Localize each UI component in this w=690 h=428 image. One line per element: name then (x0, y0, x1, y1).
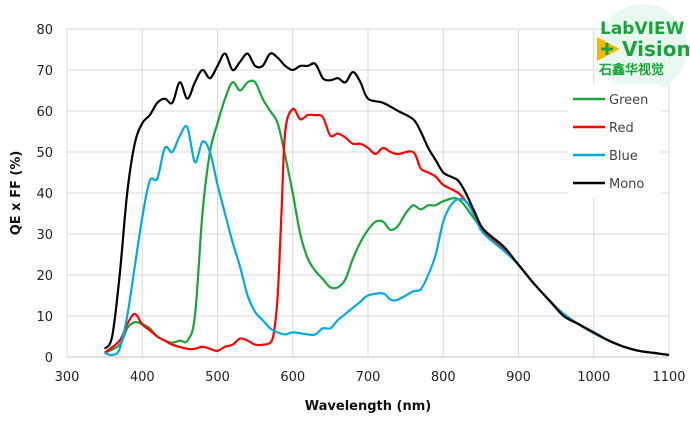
x-tick-labels: 300 400 500 600 700 800 900 1000 1100 (55, 370, 686, 385)
legend-label-green: Green (609, 93, 648, 108)
y-tick-label: 10 (36, 310, 53, 325)
x-tick-label: 500 (205, 370, 230, 385)
legend-label-mono: Mono (609, 177, 644, 192)
y-tick-label: 0 (45, 351, 53, 366)
x-tick-label: 800 (431, 370, 456, 385)
x-tick-label: 900 (506, 370, 531, 385)
y-tick-label: 50 (36, 146, 53, 161)
logo-text-vision: Vision (622, 37, 690, 61)
x-tick-label: 1000 (577, 370, 610, 385)
series-lines (103, 52, 670, 357)
y-tick-label: 30 (36, 228, 53, 243)
legend-label-blue: Blue (609, 149, 638, 164)
x-tick-label: 400 (130, 370, 155, 385)
x-tick-label: 700 (356, 370, 381, 385)
legend: Green Red Blue Mono (568, 84, 661, 198)
plus-icon (601, 43, 613, 55)
y-tick-label: 70 (36, 64, 53, 79)
logo-text-labview: LabVIEW (600, 19, 685, 39)
series-line-mono (103, 52, 670, 357)
y-tick-label: 20 (36, 269, 53, 284)
x-tick-label: 300 (55, 370, 80, 385)
y-axis-label: QE x FF (%) (9, 151, 24, 236)
x-axis-label: Wavelength (nm) (305, 399, 431, 414)
y-tick-label: 80 (36, 23, 53, 38)
logo-text-chinese: 石鑫华视觉 (598, 62, 664, 78)
y-tick-labels: 0 10 20 30 40 50 60 70 80 (36, 23, 53, 366)
legend-label-red: Red (609, 121, 634, 136)
x-tick-label: 1100 (652, 370, 685, 385)
x-tick-label: 600 (280, 370, 305, 385)
y-tick-label: 40 (36, 187, 53, 202)
y-tick-label: 60 (36, 105, 53, 120)
labview-vision-logo-watermark: LabVIEW Vision 石鑫华视觉 (597, 4, 690, 92)
